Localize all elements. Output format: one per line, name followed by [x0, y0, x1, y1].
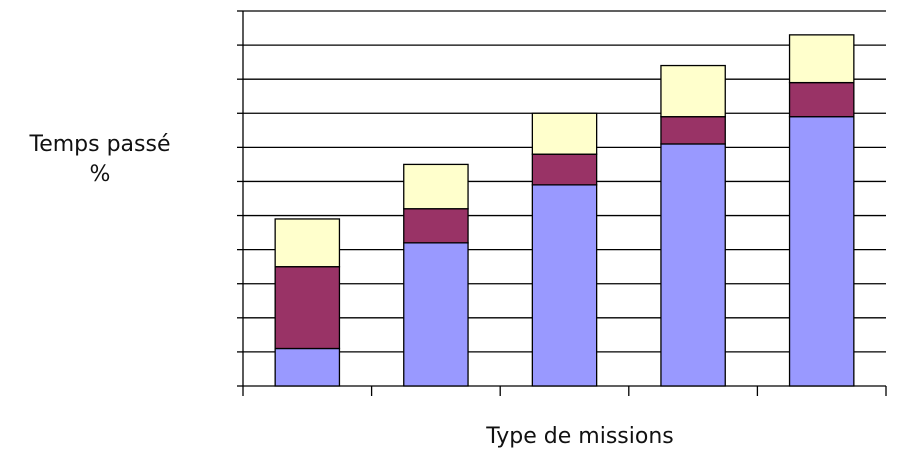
bar-segment-3 — [531, 112, 598, 155]
y-axis-label-line-2: % — [89, 162, 111, 187]
bar-segment-1 — [403, 242, 469, 387]
bar-segment-1 — [788, 116, 855, 387]
bar-segment-3 — [274, 218, 341, 268]
bar-segment-2 — [531, 153, 598, 186]
bar-segment-3 — [403, 163, 469, 210]
y-axis-label: Temps passé % — [0, 130, 200, 190]
bar-segment-2 — [274, 266, 341, 350]
bar-segment-1 — [531, 184, 598, 387]
bar-segment-3 — [788, 34, 855, 84]
bar-segment-1 — [274, 347, 341, 387]
bar-segment-3 — [660, 64, 726, 118]
x-axis-label: Type de missions — [486, 424, 674, 449]
bar-segment-2 — [403, 208, 469, 244]
bar-segment-2 — [660, 116, 726, 145]
y-axis-label-line-1: Temps passé — [29, 132, 171, 157]
bar-segment-1 — [660, 143, 726, 387]
bar-segment-2 — [788, 81, 855, 118]
